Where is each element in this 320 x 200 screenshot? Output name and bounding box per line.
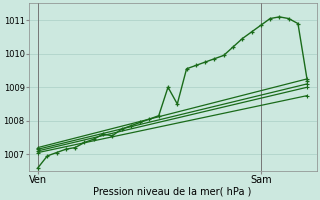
X-axis label: Pression niveau de la mer( hPa ): Pression niveau de la mer( hPa ) xyxy=(93,187,252,197)
